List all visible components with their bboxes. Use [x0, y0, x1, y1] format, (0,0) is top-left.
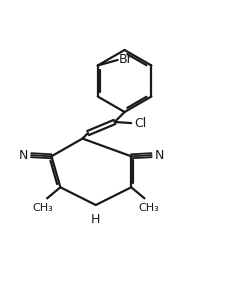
Text: Br: Br [119, 53, 133, 66]
Text: Cl: Cl [135, 117, 147, 130]
Text: CH₃: CH₃ [32, 203, 53, 213]
Text: N: N [154, 149, 164, 162]
Text: CH₃: CH₃ [138, 203, 159, 213]
Text: N: N [19, 149, 28, 162]
Text: H: H [91, 213, 101, 226]
